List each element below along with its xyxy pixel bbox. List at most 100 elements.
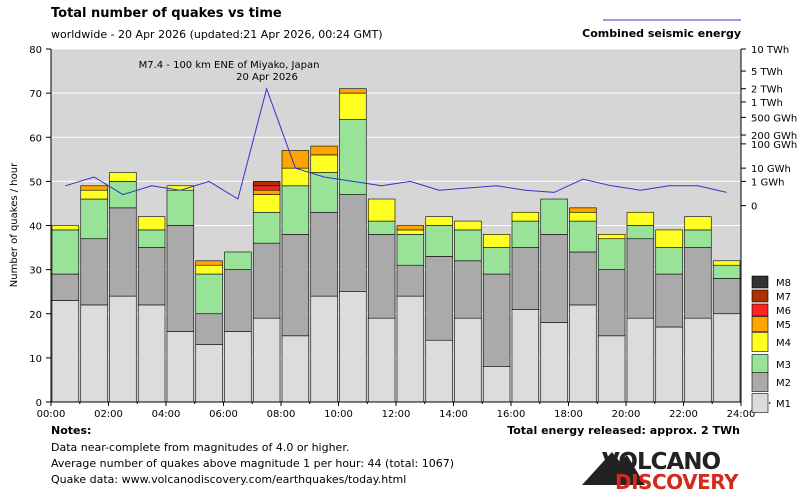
bar-h4-M1 [166, 331, 195, 403]
annotation-line1: M7.4 - 100 km ENE of Miyako, Japan [139, 60, 320, 71]
legend-label-M8: M8 [776, 278, 791, 289]
bar-h11-M4 [367, 198, 396, 222]
bar-h6-M3 [224, 251, 252, 270]
bar-h16-M1 [511, 309, 540, 403]
grid [51, 48, 741, 359]
bar-h4-M3 [166, 189, 195, 226]
y-tick-label-0: 0 [36, 398, 42, 409]
bar-h16-M4 [511, 211, 540, 222]
bar-h14-M1 [454, 317, 482, 403]
chart-title: Total number of quakes vs time [51, 6, 282, 21]
bar-h10-M2 [339, 194, 367, 292]
energy-tick-label-6: 100 GWh [751, 140, 797, 151]
bar-h5-M1 [195, 344, 223, 403]
bar-h3-M4 [137, 216, 166, 231]
bar-h7-M4 [252, 194, 281, 213]
bar-h6-M2 [224, 269, 252, 332]
bar-h7-M2 [252, 242, 281, 319]
bar-h12-M5 [396, 225, 425, 231]
bar-h3-M1 [137, 304, 166, 403]
bar-h12-M4 [396, 229, 425, 235]
bar-h21-M2 [655, 273, 683, 328]
bar-h13-M1 [425, 339, 453, 403]
bar-h19-M3 [597, 238, 626, 270]
bars [51, 88, 741, 403]
bar-h23-M4 [712, 260, 741, 266]
bar-h0-M4 [51, 225, 80, 231]
bar-h18-M2 [569, 251, 597, 306]
bar-h2-M4 [109, 172, 137, 182]
bar-h9-M3 [310, 172, 338, 213]
bar-h8-M3 [281, 185, 310, 235]
x-tick-label-04:00: 04:00 [152, 409, 181, 420]
bar-h14-M3 [454, 229, 482, 262]
legend-label-M7: M7 [776, 292, 791, 303]
legend-swatch-M7 [751, 289, 769, 303]
energy-tick-label-9: 0 [751, 202, 757, 213]
x-tick-label-06:00: 06:00 [209, 409, 238, 420]
bar-h6-M1 [224, 331, 252, 403]
bar-h9-M1 [310, 295, 338, 403]
energy-tick-label-5: 200 GWh [751, 131, 797, 142]
energy-legend-label: Combined seismic energy [582, 27, 741, 40]
bar-h10-M3 [339, 119, 367, 195]
bar-h23-M2 [712, 278, 741, 315]
legend-label-M1: M1 [776, 399, 791, 410]
bar-h10-M5 [339, 88, 367, 94]
total-energy: Total energy released: approx. 2 TWh [507, 424, 740, 437]
x-tick-label-18:00: 18:00 [554, 409, 583, 420]
bar-h21-M4 [655, 229, 683, 248]
x-tick-label-20:00: 20:00 [612, 409, 641, 420]
bar-h18-M3 [569, 220, 597, 253]
bar-h23-M1 [712, 313, 741, 403]
bar-h19-M4 [597, 234, 626, 240]
x-tick-label-22:00: 22:00 [669, 409, 698, 420]
magnitude-legend: M8 M7 M6 M5 M4 M3 M2 M1 [751, 275, 791, 413]
bar-h22-M2 [684, 247, 712, 319]
bar-h9-M5 [310, 145, 338, 156]
bar-h5-M4 [195, 264, 223, 275]
y-tick-label-70: 70 [29, 89, 42, 100]
logo-line1: VOLCANO [602, 449, 721, 475]
notes-line1: Data near-complete from magnitudes of 4.… [51, 441, 349, 454]
energy-line [65, 87, 727, 200]
bar-h7-M1 [252, 317, 281, 403]
bar-h13-M3 [425, 225, 453, 257]
bar-h2-M1 [109, 295, 137, 403]
bar-h20-M1 [626, 317, 655, 403]
bar-h21-M1 [655, 326, 683, 403]
legend-swatch-M5 [751, 316, 769, 332]
bar-h8-M5 [281, 150, 310, 169]
y-tick-label-60: 60 [29, 133, 42, 144]
x-ticks: 00:00 02:00 04:00 06:00 08:00 10:00 12:00 14:00… [37, 402, 771, 420]
x-tick-label-08:00: 08:00 [267, 409, 296, 420]
bar-h16-M2 [511, 247, 540, 310]
bar-h17-M3 [540, 198, 568, 235]
bar-h19-M2 [597, 269, 626, 337]
x-tick-label-12:00: 12:00 [382, 409, 411, 420]
bar-h21-M3 [655, 247, 683, 275]
bar-h19-M1 [597, 335, 626, 403]
bar-h17-M1 [540, 322, 568, 403]
energy-tick-label-0: 10 TWh [751, 45, 789, 56]
y-tick-label-50: 50 [29, 177, 42, 188]
bar-h11-M1 [367, 317, 396, 403]
y-tick-label-30: 30 [29, 266, 42, 277]
legend-label-M6: M6 [776, 306, 791, 317]
x-tick-label-10:00: 10:00 [324, 409, 353, 420]
legend-swatch-M4 [751, 332, 769, 352]
y-tick-label-10: 10 [29, 354, 42, 365]
volcanodiscovery-logo: VOLCANO DISCOVERY [582, 449, 740, 494]
bar-h12-M2 [396, 264, 425, 297]
energy-tick-label-7: 10 GWh [751, 164, 791, 175]
bar-h22-M3 [684, 229, 712, 248]
legend-swatch-M2 [751, 372, 769, 392]
bar-h5-M3 [195, 273, 223, 315]
energy-tick-label-4: 500 GWh [751, 113, 797, 124]
bar-h1-M2 [80, 238, 108, 306]
legend-label-M3: M3 [776, 360, 791, 371]
bar-h4-M2 [166, 225, 195, 332]
bar-h18-M4 [569, 211, 597, 222]
energy-tick-label-2: 2 TWh [751, 85, 783, 96]
